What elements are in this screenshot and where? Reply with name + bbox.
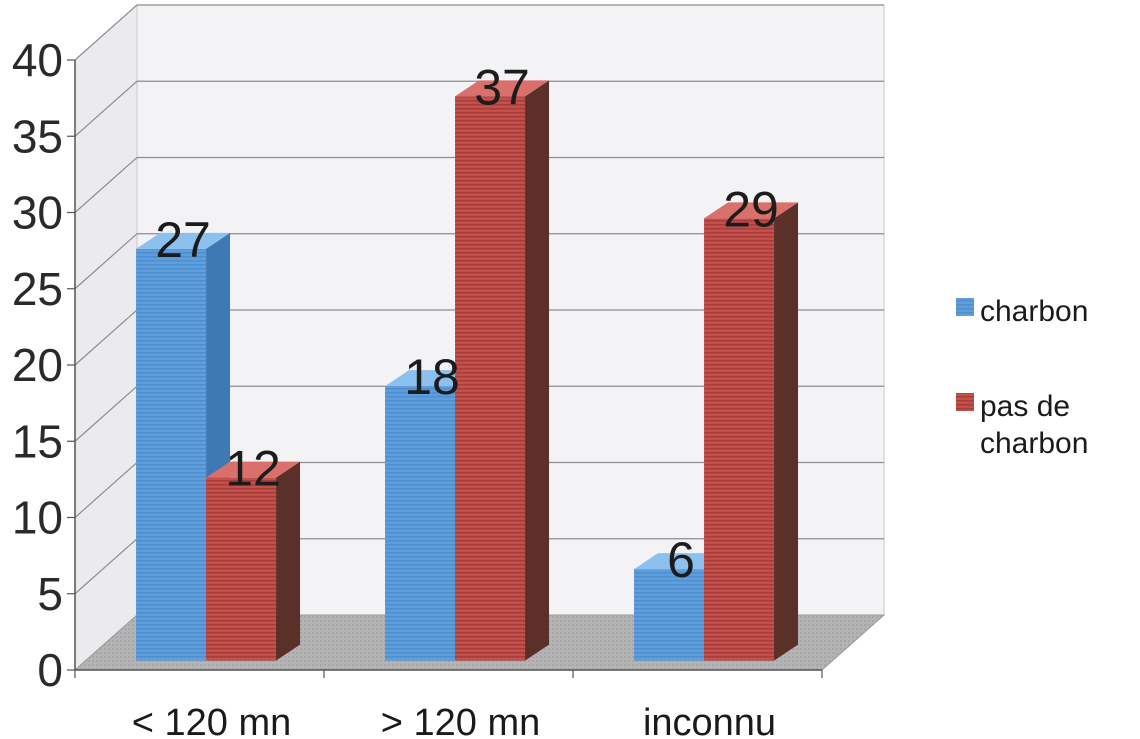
- bars-group: [136, 80, 799, 661]
- bar-front-face: [385, 386, 456, 661]
- gridline: [74, 80, 884, 137]
- y-tick-label: 25: [12, 263, 63, 315]
- legend-label: charbon: [980, 427, 1088, 460]
- y-tick-label: 10: [12, 492, 63, 544]
- bar-top-face: [206, 461, 301, 478]
- labels-group: 27 12 18 37 6 29: [155, 59, 779, 588]
- bar-top-face: [704, 202, 799, 219]
- x-category-label: < 120 mn: [132, 702, 292, 739]
- axes: 0 5 10 15 20 25 30 35 40 < 120 mn > 120 mn inconnu: [12, 34, 823, 739]
- y-tick-label: 0: [37, 644, 63, 696]
- bar-pas-de-charbon-1: [455, 80, 550, 661]
- data-label: 27: [155, 212, 211, 268]
- data-label: 6: [667, 532, 695, 588]
- bar-pas-de-charbon-2: [704, 202, 799, 661]
- bar-side-face: [774, 202, 799, 661]
- y-tick-label: 35: [12, 110, 63, 162]
- data-label: 29: [723, 181, 779, 237]
- bar-side-face: [525, 80, 550, 661]
- bar-pas-de-charbon-0: [206, 461, 301, 661]
- legend-swatch-charbon: [956, 298, 974, 316]
- x-category-label: inconnu: [643, 702, 776, 739]
- bar-front-face: [634, 569, 705, 661]
- gridline: [74, 233, 884, 290]
- bar-top-face: [136, 232, 231, 249]
- data-label: 37: [474, 59, 530, 115]
- y-tick-label: 20: [12, 339, 63, 391]
- legend-swatch-pas-de-charbon: [956, 393, 974, 411]
- bar-side-face: [276, 461, 301, 661]
- legend: charbon pas de charbon: [956, 295, 1088, 460]
- y-tick-label: 30: [12, 187, 63, 239]
- data-label: 12: [225, 441, 281, 497]
- gridline: [74, 156, 884, 213]
- gridline: [74, 4, 884, 61]
- y-tick-label: 40: [12, 34, 63, 86]
- data-label: 18: [404, 349, 460, 405]
- legend-label: pas de: [980, 390, 1070, 423]
- bar-front-face: [704, 218, 775, 661]
- bar-front-face: [455, 96, 526, 661]
- y-tick-label: 5: [37, 568, 63, 620]
- bar-top-face: [455, 80, 550, 97]
- x-category-label: > 120 mn: [381, 702, 541, 739]
- bar-front-face: [136, 248, 207, 661]
- bar-front-face: [206, 477, 277, 661]
- legend-label: charbon: [980, 295, 1088, 328]
- y-tick-label: 15: [12, 415, 63, 467]
